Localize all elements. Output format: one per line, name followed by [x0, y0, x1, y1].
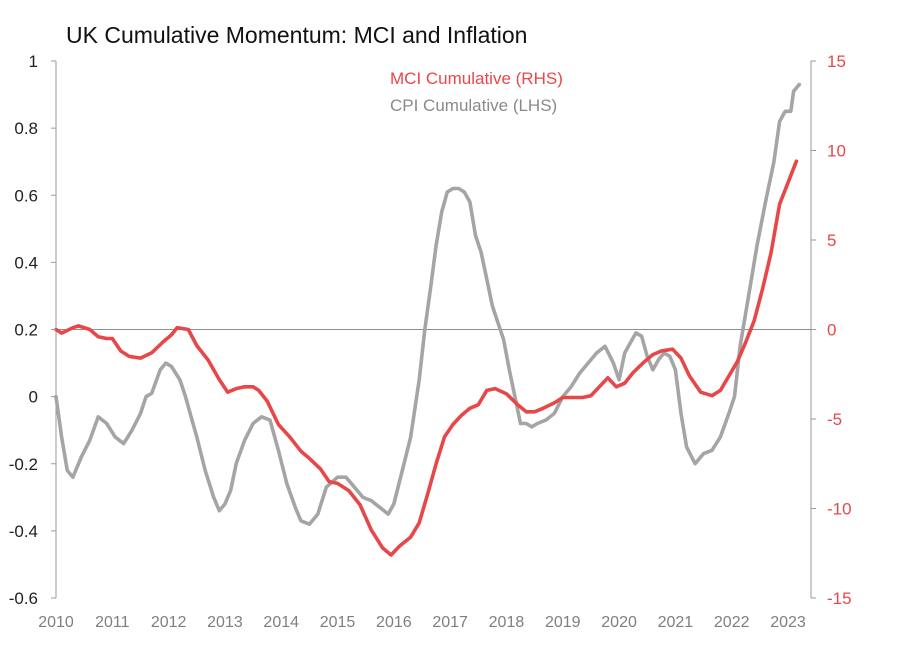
axes-layer: [55, 61, 812, 598]
left-tick-label: -0.4: [9, 522, 38, 541]
x-tick-label: 2023: [770, 614, 806, 631]
x-tick-label: 2020: [601, 614, 637, 631]
x-tick-label: 2022: [714, 614, 750, 631]
x-tick-label: 2021: [658, 614, 694, 631]
series-line-cpi: [54, 82, 802, 526]
left-tick-label: 1: [29, 52, 38, 71]
chart-title: UK Cumulative Momentum: MCI and Inflatio…: [66, 22, 528, 48]
right-tick-label: -10: [827, 500, 852, 519]
right-tick-label: 15: [827, 52, 846, 71]
right-tick-label: -15: [827, 589, 852, 608]
left-tick-label: 0.4: [14, 253, 38, 272]
left-tick-label: 0: [29, 388, 38, 407]
x-tick-label: 2010: [38, 614, 74, 631]
left-tick-label: 0.6: [14, 186, 38, 205]
x-tick-label: 2012: [151, 614, 187, 631]
x-tick-label: 2014: [263, 614, 299, 631]
left-tick-label: -0.2: [9, 455, 38, 474]
left-tick-label: -0.6: [9, 589, 38, 608]
right-tick-label: 5: [827, 231, 836, 250]
ticks-layer: 1 0.8 0.6 0.4 0.2 0 -0.2 -0.4 -0.6 15 10 5 0 -5 -10 -15…: [9, 52, 852, 631]
x-tick-label: 2011: [95, 614, 130, 631]
x-tick-label: 2015: [320, 614, 356, 631]
x-tick-label: 2019: [545, 614, 581, 631]
left-tick-label: 0.8: [14, 119, 38, 138]
left-tick-label: 0.2: [14, 321, 38, 340]
legend-entry-mci: MCI Cumulative (RHS): [390, 69, 563, 88]
series-layer: [54, 82, 802, 557]
series-line-mci: [54, 159, 799, 557]
legend-entry-cpi: CPI Cumulative (LHS): [390, 96, 558, 115]
right-tick-label: 0: [827, 321, 836, 340]
x-tick-label: 2018: [489, 614, 525, 631]
right-tick-label: -5: [827, 410, 842, 429]
right-tick-label: 10: [827, 142, 846, 161]
x-tick-label: 2016: [376, 614, 412, 631]
x-tick-label: 2013: [207, 614, 243, 631]
x-tick-label: 2017: [432, 614, 468, 631]
